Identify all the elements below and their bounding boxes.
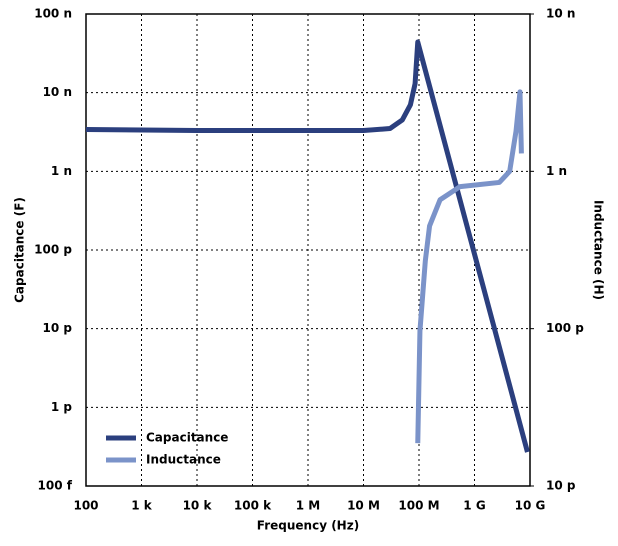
- series-line: [85, 39, 530, 453]
- y2-axis-label: Inductance (H): [592, 200, 606, 300]
- x-tick-label: 10 G: [515, 499, 546, 513]
- y-tick-label: 10 p: [43, 321, 73, 335]
- x-tick-label: 1 M: [296, 499, 320, 513]
- y-tick-label: 100 n: [34, 7, 72, 21]
- y-tick-label: 1 n: [51, 164, 72, 178]
- y-tick-label: 100 p: [34, 243, 72, 257]
- legend-label: Inductance: [146, 453, 221, 467]
- y-tick-label: 10 n: [43, 85, 72, 99]
- x-tick-label: 10 M: [347, 499, 380, 513]
- y2-tick-label: 10 n: [546, 7, 575, 21]
- legend-label: Capacitance: [146, 431, 228, 445]
- x-tick-label: 1 k: [131, 499, 153, 513]
- x-tick-label: 100 M: [398, 499, 439, 513]
- x-tick-label: 100 k: [234, 499, 272, 513]
- y-tick-label: 100 f: [38, 479, 73, 493]
- series-line: [415, 89, 524, 444]
- y2-tick-label: 1 n: [546, 164, 567, 178]
- x-axis-label: Frequency (Hz): [257, 519, 359, 533]
- x-tick-label: 10 k: [183, 499, 213, 513]
- y-axis-label: Capacitance (F): [13, 197, 27, 303]
- y-tick-label: 1 p: [51, 400, 73, 414]
- plot-frame: [85, 13, 531, 487]
- x-tick-label: 1 G: [463, 499, 485, 513]
- y2-tick-label: 100 p: [546, 321, 584, 335]
- y2-tick-label: 10 p: [546, 479, 576, 493]
- x-tick-label: 100: [73, 499, 98, 513]
